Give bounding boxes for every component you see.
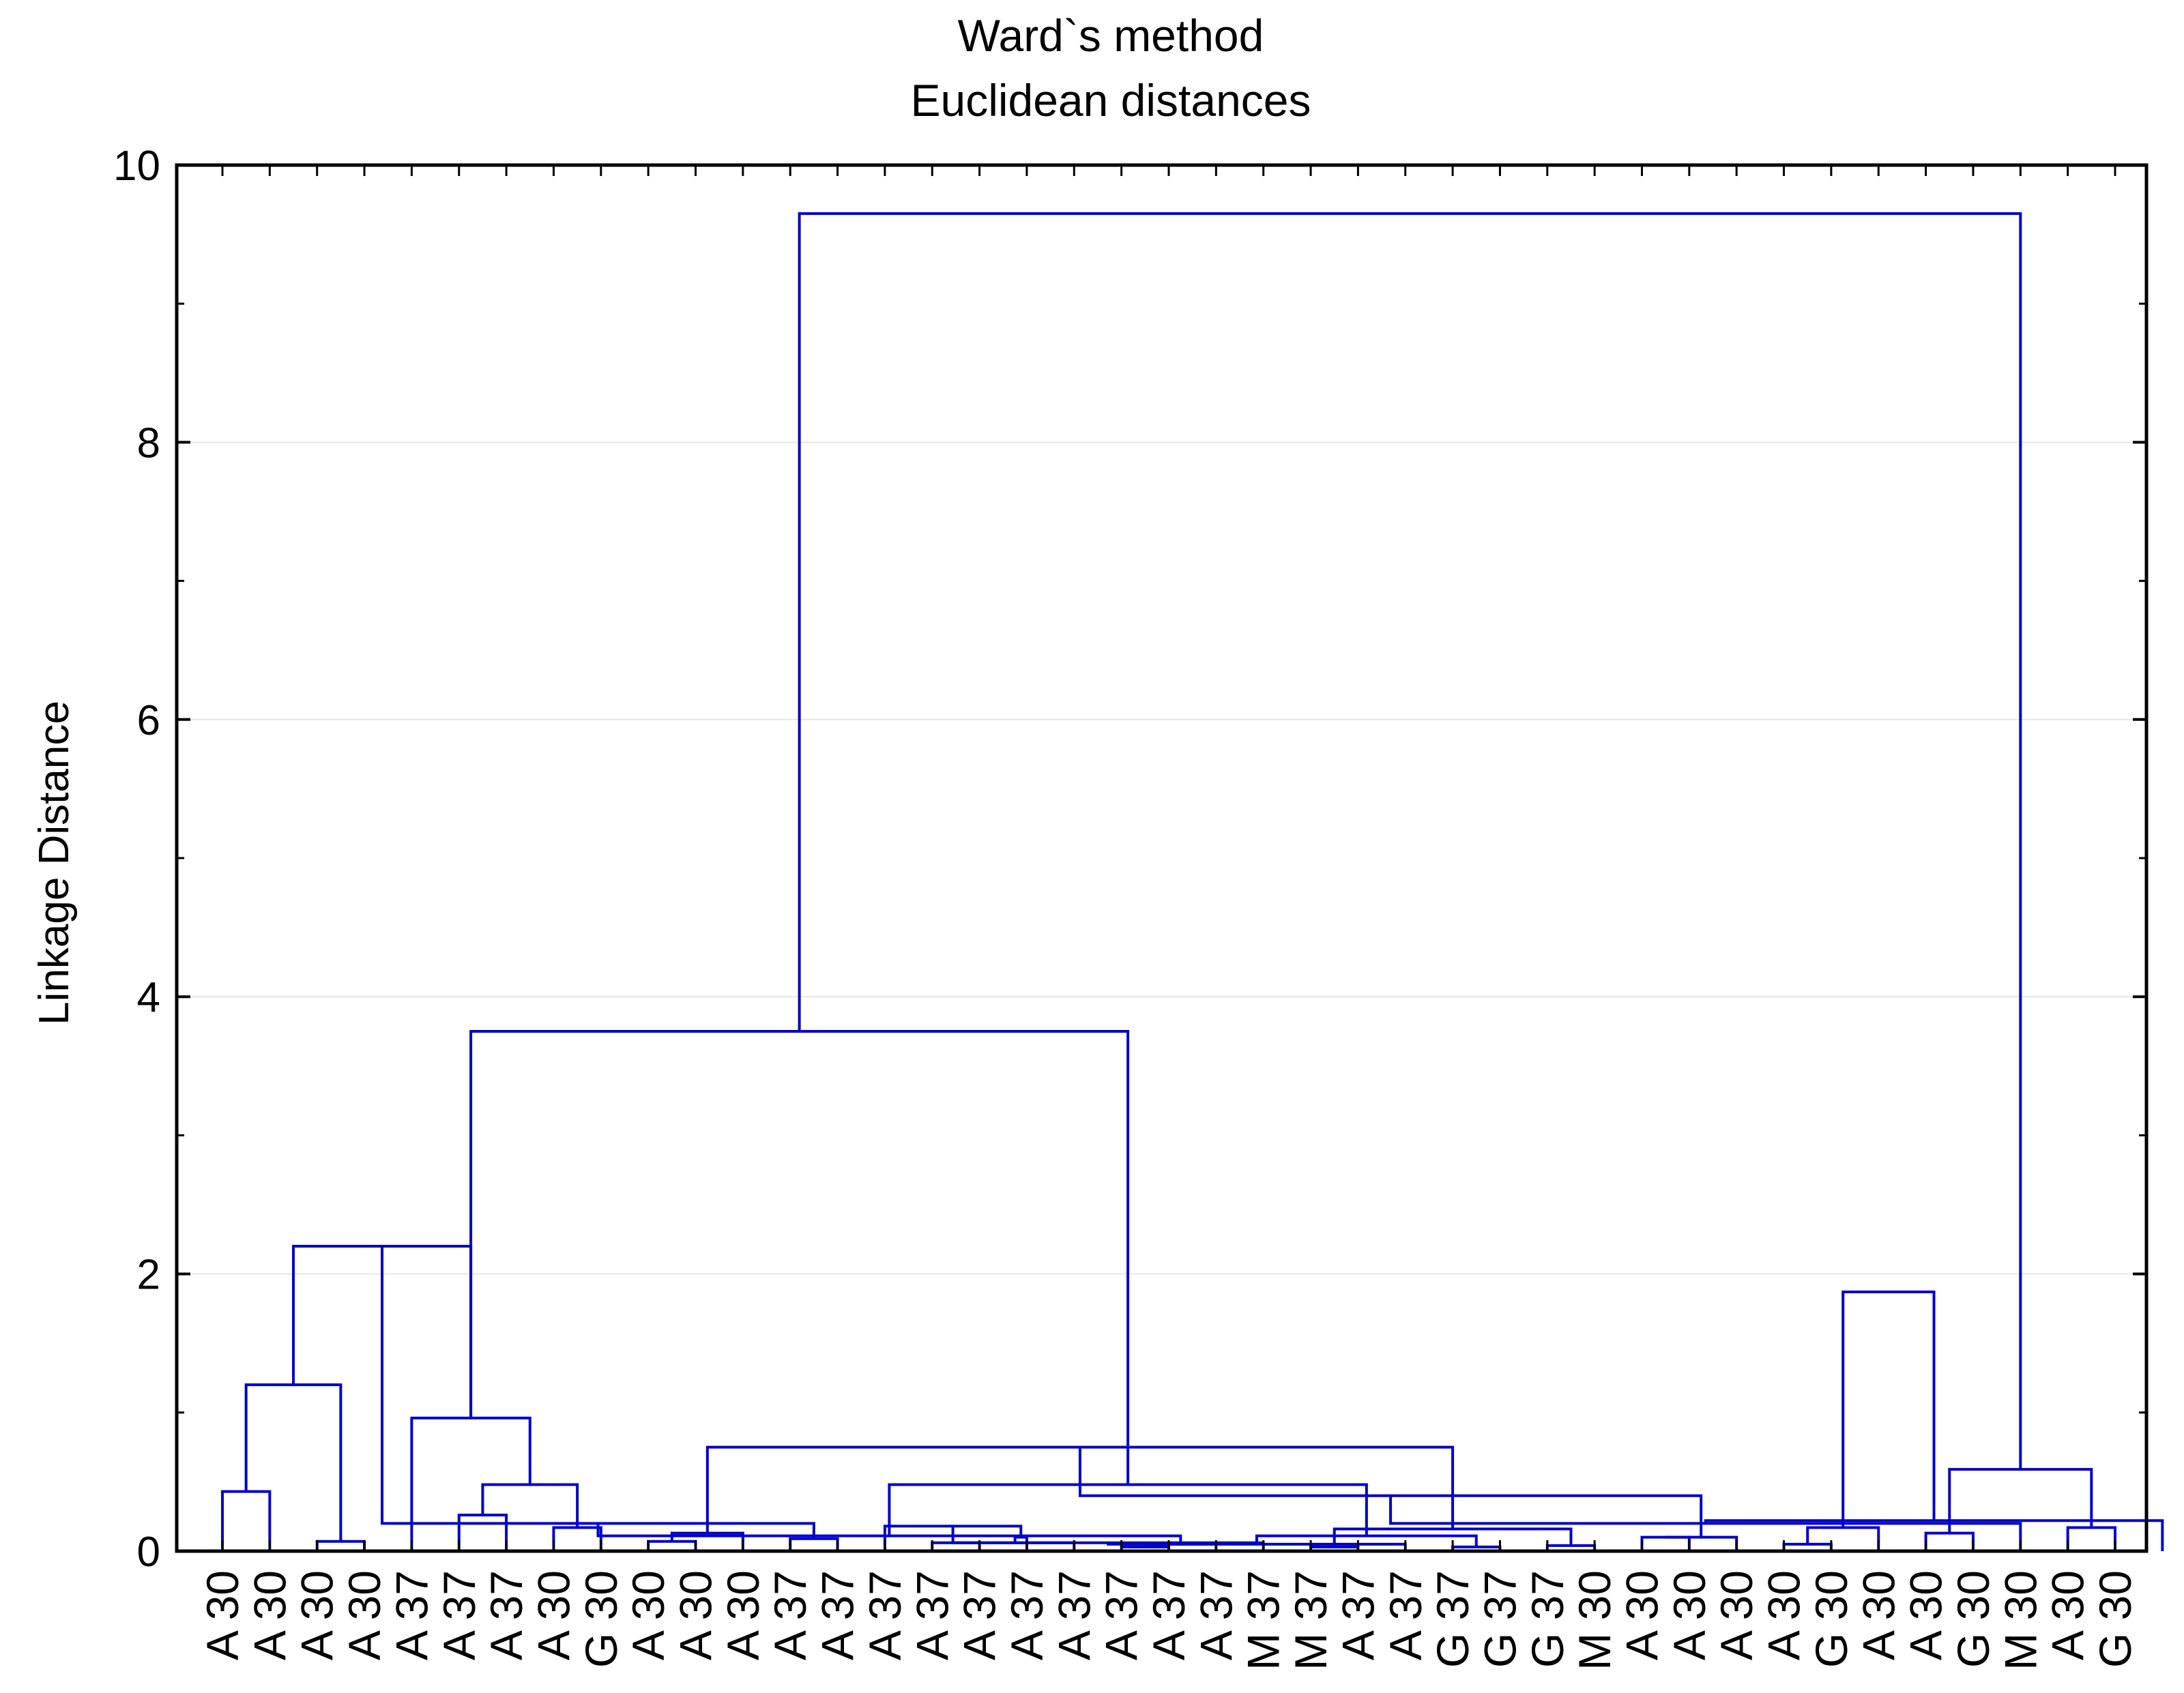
dendrogram-link xyxy=(244,1383,343,1542)
dendrogram-link xyxy=(381,1246,815,1539)
y-tick-label: 8 xyxy=(137,419,160,467)
leaf-label: A 37 xyxy=(481,1570,532,1660)
leaf-label: A 30 xyxy=(623,1570,673,1660)
dendrogram-link xyxy=(410,1416,532,1551)
leaf-label: A 30 xyxy=(1901,1570,1951,1660)
leaf-label: A 37 xyxy=(813,1570,863,1660)
leaf-label: M 37 xyxy=(1238,1570,1289,1670)
dendrogram-link xyxy=(457,1514,508,1551)
y-tick-label: 4 xyxy=(137,974,160,1021)
leaf-label: G 37 xyxy=(1427,1570,1478,1668)
leaf-label: A 30 xyxy=(718,1570,768,1660)
dendrogram-link xyxy=(2066,1526,2116,1551)
leaf-label: A 30 xyxy=(528,1570,579,1660)
leaf-label: A 30 xyxy=(2043,1570,2093,1660)
dendrogram-link xyxy=(596,1523,1182,1544)
leaf-label: G 30 xyxy=(2090,1570,2140,1668)
chart-subtitle: Euclidean distances xyxy=(910,75,1311,126)
y-tick-label: 10 xyxy=(113,143,160,190)
leaf-label: A 30 xyxy=(671,1570,721,1660)
dendrogram-link xyxy=(1665,1535,1738,1551)
dendrogram-link xyxy=(1806,1526,1880,1551)
leaf-label: A 37 xyxy=(955,1570,1005,1660)
dendrogram-link xyxy=(1255,1534,1478,1547)
leaf-label: A 30 xyxy=(1853,1570,1904,1660)
dendrogram-link xyxy=(1704,1519,2164,1551)
leaf-labels: A 30A 30A 30A 30A 37A 37A 37A 30G 30A 30… xyxy=(197,1570,2140,1670)
leaf-label: G 30 xyxy=(1948,1570,1998,1668)
leaf-label: A 30 xyxy=(1759,1570,1809,1660)
dendrogram-link xyxy=(1013,1535,1028,1551)
leaf-label: A 30 xyxy=(1711,1570,1762,1660)
dendrogram-link xyxy=(552,1526,602,1551)
y-axis-label: Linkage Distance xyxy=(31,701,78,1025)
dendrogram-link xyxy=(1333,1527,1573,1547)
dendrogram-links xyxy=(221,212,2164,1551)
leaf-label: A 37 xyxy=(860,1570,910,1660)
leaf-label: A 37 xyxy=(1002,1570,1052,1660)
leaf-label: A 37 xyxy=(907,1570,957,1660)
leaf-label: A 30 xyxy=(339,1570,390,1660)
y-tick-labels: 0 2 4 6 8 10 xyxy=(113,143,160,1576)
dendrogram-link xyxy=(888,1483,1368,1536)
leaf-label: G 30 xyxy=(1806,1570,1857,1668)
leaf-label: A 37 xyxy=(1049,1570,1099,1660)
leaf-label: G 37 xyxy=(1522,1570,1573,1668)
leaf-label: M 37 xyxy=(1285,1570,1336,1670)
leaf-label: M 30 xyxy=(1569,1570,1620,1670)
leaf-label: A 30 xyxy=(197,1570,248,1660)
leaf-label: A 30 xyxy=(1617,1570,1668,1660)
y-tick-label: 0 xyxy=(137,1529,160,1576)
leaf-label: A 37 xyxy=(1096,1570,1147,1660)
dendrogram-link xyxy=(469,1030,1130,1485)
chart-title: Ward`s method xyxy=(958,10,1264,61)
leaf-label: A 37 xyxy=(1191,1570,1241,1660)
y-tick-label: 6 xyxy=(137,697,160,744)
leaf-label: A 37 xyxy=(765,1570,815,1660)
leaf-label: A 30 xyxy=(292,1570,343,1660)
dendrogram-link xyxy=(1924,1531,1975,1551)
leaf-label: A 30 xyxy=(1664,1570,1715,1660)
dendrogram-link xyxy=(1841,1291,1936,1528)
dendrogram-link xyxy=(1640,1535,1691,1551)
dendrogram-link xyxy=(221,1490,272,1551)
dendrogram-link xyxy=(883,1525,1023,1551)
leaf-label: M 30 xyxy=(1995,1570,2045,1670)
leaf-label: G 37 xyxy=(1474,1570,1525,1668)
y-tick-label: 2 xyxy=(137,1252,160,1299)
dendrogram-link xyxy=(481,1483,579,1528)
leaf-label: A 37 xyxy=(386,1570,437,1660)
leaf-label: A 30 xyxy=(244,1570,295,1660)
dendrogram-link xyxy=(798,212,2022,1470)
leaf-label: A 37 xyxy=(434,1570,484,1660)
leaf-label: G 30 xyxy=(576,1570,626,1668)
gridlines xyxy=(177,441,2146,1275)
dendrogram-link xyxy=(789,1537,839,1551)
leaf-label: A 37 xyxy=(1333,1570,1383,1660)
leaf-label: A 37 xyxy=(1144,1570,1194,1660)
leaf-label: A 37 xyxy=(1380,1570,1431,1660)
axis-ticks xyxy=(177,164,2146,1552)
